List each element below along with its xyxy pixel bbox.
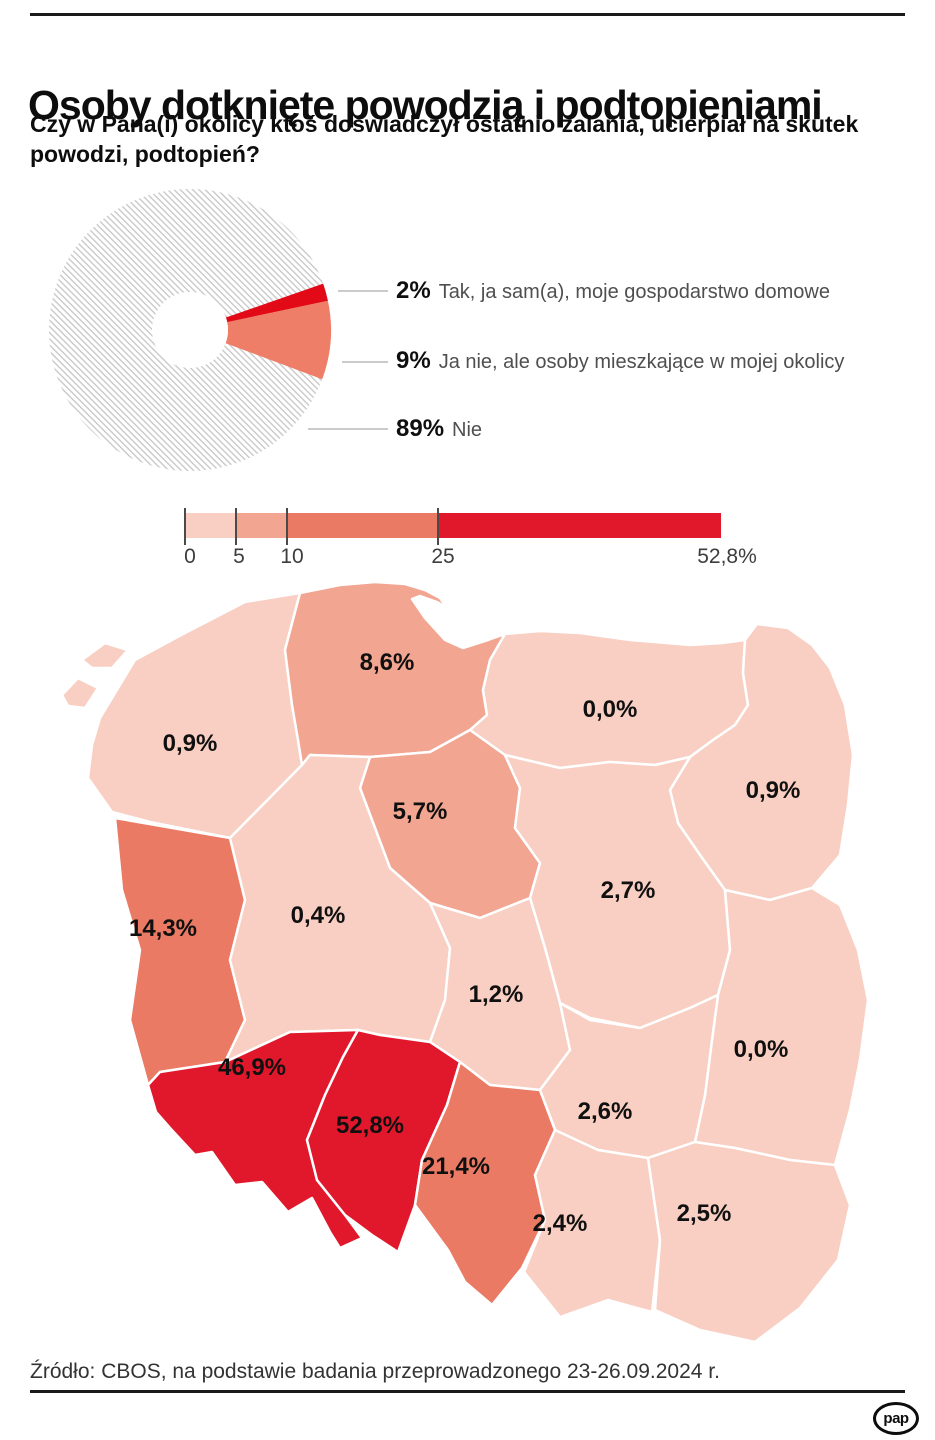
scale-label-25: 25 [431,545,455,568]
map-label-lubelskie: 0,0% [733,1036,789,1063]
scale-segment-10-25 [287,513,439,538]
donut-chart [49,189,388,471]
donut-slice-neighbors [225,300,332,380]
region-swietokrzyskie [538,993,720,1160]
bottom-rule [30,1390,905,1393]
pie-legend-label: Ja nie, ale osoby mieszkające w mojej ok… [438,351,845,373]
map-label-opolskie: 52,8% [335,1112,405,1139]
pie-legend-item-self: 2% Tak, ja sam(a), moje gospodarstwo domo… [396,276,830,306]
survey-question-line2: powodzi, podtopień? [30,141,260,167]
scale-tick [286,508,288,545]
pie-legend-label: Nie [452,419,483,441]
map-label-lubuskie: 14,3% [128,915,198,942]
map-label-slaskie: 21,4% [421,1153,491,1180]
color-scale-bar [185,513,721,538]
map-label-dolnoslaskie: 46,9% [217,1054,287,1081]
source-note: Źródło: CBOS, na podstawie badania przep… [30,1360,720,1383]
scale-segment-0-5 [185,513,236,538]
map-label-kujawsko-pomorskie: 5,7% [392,798,448,825]
top-rule [30,13,905,16]
map-label-podlaskie: 0,9% [745,777,801,804]
pie-legend-value: 89% [396,415,445,442]
survey-question: Czy w Pana(i) okolicy ktoś doświadczył o… [30,109,910,169]
scale-tick [437,508,439,545]
map-label-podkarpackie: 2,5% [676,1200,732,1227]
pie-legend-label: Tak, ja sam(a), moje gospodarstwo domowe [438,281,830,303]
map-label-zachodniopomorskie: 0,9% [162,730,218,757]
pap-logo: pap [873,1402,919,1435]
scale-label-max: 52,8% [697,545,757,568]
map-label-warminsko-mazurskie: 0,0% [582,696,638,723]
region-podkarpackie [646,1140,852,1344]
scale-label-0: 0 [184,545,196,568]
pie-legend-value: 9% [396,347,431,374]
pie-legend-item-neighbors: 9% Ja nie, ale osoby mieszkające w mojej … [396,346,844,376]
map-label-mazowieckie: 2,7% [600,877,656,904]
scale-label-10: 10 [280,545,304,568]
pie-legend-value: 2% [396,277,431,304]
region-lubuskie [113,816,247,1087]
scale-tick [184,508,186,545]
donut-slice-self [225,283,328,323]
map-label-wielkopolskie: 0,4% [290,902,346,929]
region-island-wolin [60,676,100,710]
region-opolskie [305,1028,462,1254]
region-island-uznam [80,641,130,670]
map-label-pomorskie: 8,6% [359,649,415,676]
donut-hole [152,292,228,368]
map-label-malopolskie: 2,4% [532,1210,588,1237]
map-label-swietokrzyskie: 2,6% [577,1098,633,1125]
map-label-lodzkie: 1,2% [468,981,524,1008]
scale-tick [235,508,237,545]
pie-legend-item-no: 89% Nie [396,414,482,444]
scale-segment-25-max [439,513,721,538]
scale-label-5: 5 [233,545,245,568]
scale-segment-5-10 [236,513,287,538]
region-malopolskie [522,1128,662,1319]
page-title: Osoby dotknięte powodzią i podtopieniami [28,82,823,129]
survey-question-line1: Czy w Pana(i) okolicy ktoś doświadczył o… [30,111,859,137]
